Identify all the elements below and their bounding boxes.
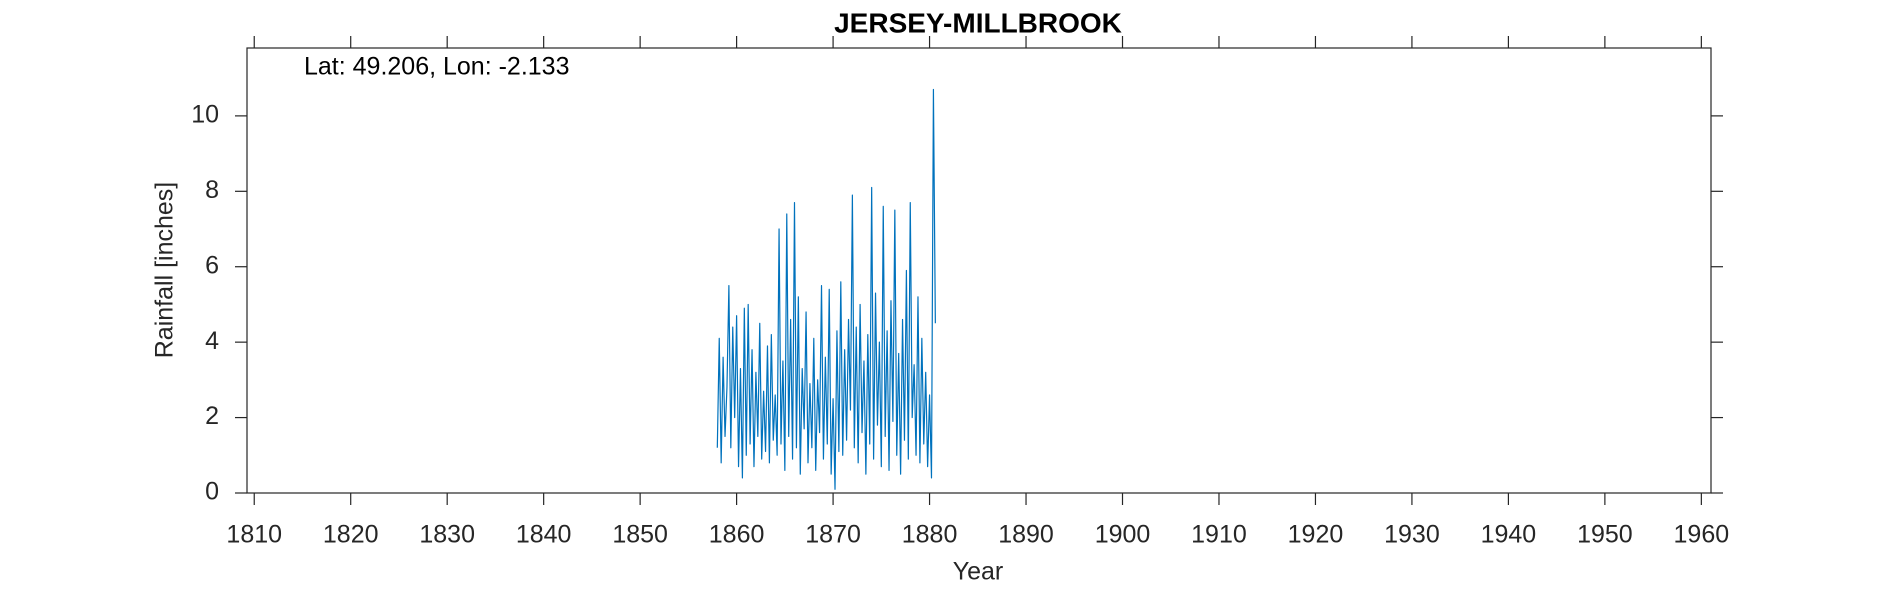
- x-tick-label: 1850: [612, 521, 668, 549]
- chart-title: JERSEY-MILLBROOK: [834, 7, 1122, 38]
- x-tick-label: 1880: [902, 521, 958, 549]
- x-tick-label: 1920: [1288, 521, 1344, 549]
- x-tick-label: 1930: [1384, 521, 1440, 549]
- y-tick-label: 6: [205, 251, 219, 279]
- x-tick-label: 1830: [419, 521, 475, 549]
- x-tick-label: 1860: [709, 521, 765, 549]
- x-tick-label: 1890: [998, 521, 1054, 549]
- x-tick-label: 1910: [1191, 521, 1247, 549]
- y-tick-label: 0: [205, 478, 219, 506]
- x-tick-label: 1900: [1095, 521, 1151, 549]
- x-axis-label: Year: [953, 558, 1004, 586]
- x-tick-label: 1950: [1577, 521, 1633, 549]
- y-tick-label: 2: [205, 402, 219, 430]
- x-tick-label: 1810: [226, 521, 282, 549]
- x-tick-label: 1820: [323, 521, 379, 549]
- y-axis-label: Rainfall [inches]: [151, 182, 179, 358]
- y-tick-label: 4: [205, 327, 219, 355]
- rainfall-line: [716, 88, 936, 490]
- y-tick-label: 8: [205, 176, 219, 204]
- x-tick-label: 1960: [1674, 521, 1730, 549]
- x-tick-label: 1940: [1481, 521, 1537, 549]
- x-tick-label: 1870: [805, 521, 861, 549]
- y-tick-label: 10: [191, 100, 219, 128]
- annotation: Lat: 49.206, Lon: -2.133: [304, 53, 570, 81]
- plot-box: [246, 47, 1712, 494]
- x-tick-label: 1840: [516, 521, 572, 549]
